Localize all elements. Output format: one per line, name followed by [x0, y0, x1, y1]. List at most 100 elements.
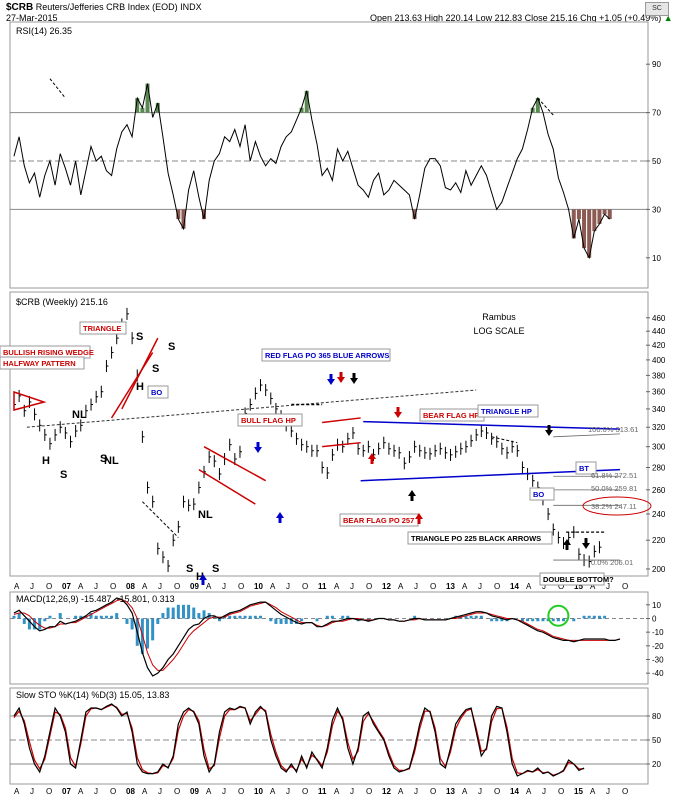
macd-histogram-bar [58, 613, 62, 619]
price-xaxis-label: O [46, 582, 52, 591]
price-xaxis-label: J [478, 582, 482, 591]
macd-histogram-bar [146, 618, 150, 649]
callout-bo-left-box [147, 385, 169, 399]
stoch-xaxis-label: 11 [318, 787, 327, 796]
hs-s: S [168, 341, 175, 353]
stoch-xaxis-label: A [334, 787, 340, 796]
stoch-xaxis-label: O [430, 787, 436, 796]
stoch-xaxis-label: O [622, 787, 628, 796]
price-tick-label: 460 [652, 314, 666, 323]
macd-histogram-bar [217, 618, 221, 622]
stoch-xaxis-label: J [414, 787, 418, 796]
rsi-oversold-fill [602, 209, 607, 215]
stoch-xaxis-label: 10 [254, 787, 263, 796]
neckline-dotted [26, 389, 477, 428]
author-label: Rambus [482, 312, 516, 322]
price-xaxis-label: O [558, 582, 564, 591]
rsi-oversold-fill [582, 209, 587, 249]
rsi-oversold-fill [181, 209, 186, 229]
callout-triangle: TRIANGLE [83, 324, 121, 333]
hs-nl: NL [72, 409, 87, 421]
callout-bull-flag-hp-box [237, 413, 303, 427]
rsi-overbought-fill [145, 83, 150, 113]
callout-triangle-box [79, 321, 127, 335]
macd-histogram-bar [248, 615, 252, 619]
ohlc-text: Open 213.63 High 220.14 Low 212.83 Close… [370, 13, 662, 23]
triangle-blue-line [363, 420, 621, 430]
rsi-title: RSI(14) 26.35 [16, 26, 72, 36]
stoch-xaxis-label: 08 [126, 787, 135, 796]
rsi-tick-label: 10 [652, 254, 661, 263]
wedge-line [110, 352, 154, 419]
macd-histogram-bar [413, 615, 417, 619]
stoch-xaxis-label: 07 [62, 787, 71, 796]
hs-s-right: NL [104, 455, 119, 467]
macd-histogram-bar [243, 615, 247, 619]
macd-histogram-bar [346, 615, 350, 619]
macd-histogram-bar [294, 618, 298, 624]
arrow-black-icon [545, 425, 553, 436]
bear-flag-line [322, 441, 361, 448]
stoch-xaxis-label: A [270, 787, 276, 796]
price-xaxis-label: J [542, 582, 546, 591]
macd-histogram-bar [156, 618, 160, 624]
exchange: INDX [180, 2, 202, 12]
macd-histogram-bar [110, 615, 114, 619]
stoch-xaxis-label: O [174, 787, 180, 796]
macd-histogram-bar [551, 618, 555, 622]
price-xaxis-label: 15 [574, 582, 583, 591]
price-xaxis-label: J [606, 582, 610, 591]
price-xaxis-label: A [398, 582, 404, 591]
price-xaxis-label: A [206, 582, 212, 591]
bull-flag-line [198, 469, 256, 505]
rsi-oversold-fill [176, 209, 181, 220]
rsi-oversold-fill [587, 209, 592, 258]
macd-histogram-bar [284, 618, 288, 624]
bear-flag-line [322, 417, 361, 424]
rsi-tick-label: 70 [652, 109, 661, 118]
price-xaxis-label: O [494, 582, 500, 591]
stoch-xaxis-label: O [494, 787, 500, 796]
callout-triangle-po-box [407, 531, 553, 545]
macd-histogram-bar [556, 618, 560, 622]
price-xaxis-label: O [174, 582, 180, 591]
macd-histogram-bar [341, 615, 345, 619]
macd-histogram-bar [125, 618, 129, 624]
stoch-xaxis-label: J [286, 787, 290, 796]
stoch-tick-label: 80 [652, 712, 661, 721]
macd-panel: MACD(12,26,9) -15.487, -15.801, 0.313 [9, 591, 649, 685]
macd-histogram-bar [526, 618, 530, 622]
price-tick-label: 260 [652, 486, 666, 495]
macd-histogram-bar [592, 615, 596, 619]
macd-histogram-bar [17, 613, 21, 619]
macd-histogram-bar [546, 618, 550, 622]
stoch-xaxis-label: O [46, 787, 52, 796]
stoch-xaxis-label: J [222, 787, 226, 796]
hs-s: S [136, 331, 143, 343]
price-xaxis-label: O [622, 582, 628, 591]
stoch-xaxis-label: J [350, 787, 354, 796]
rsi-overbought-fill [140, 107, 145, 113]
macd-histogram-bar [289, 618, 293, 624]
price-xaxis-label: 13 [446, 582, 455, 591]
macd-histogram-bar [531, 618, 535, 622]
macd-histogram-bar [151, 618, 155, 641]
stoch-xaxis-label: J [606, 787, 610, 796]
stoch-xaxis-label: 14 [510, 787, 519, 796]
price-xaxis-label: A [462, 582, 468, 591]
ohlc-readout: Open 213.63 High 220.14 Low 212.83 Close… [370, 13, 673, 23]
macd-histogram-bar [469, 615, 473, 619]
macd-histogram-bar [48, 615, 52, 619]
macd-histogram-bar [520, 618, 524, 622]
macd-histogram-bar [495, 618, 499, 622]
macd-title: MACD(12,26,9) -15.487, -15.801, 0.313 [16, 594, 175, 604]
rsi-overbought-fill [535, 98, 540, 113]
small-dashed [491, 436, 518, 444]
callout-triangle-hp: TRIANGLE HP [481, 407, 532, 416]
rsi-line [13, 83, 611, 260]
fib-line [553, 433, 621, 438]
price-xaxis-label: J [286, 582, 290, 591]
hs-h-left: S [60, 469, 67, 481]
symbol-title: $CRB Reuters/Jefferies CRB Index (EOD) I… [6, 2, 202, 13]
macd-histogram-bar [202, 610, 206, 619]
